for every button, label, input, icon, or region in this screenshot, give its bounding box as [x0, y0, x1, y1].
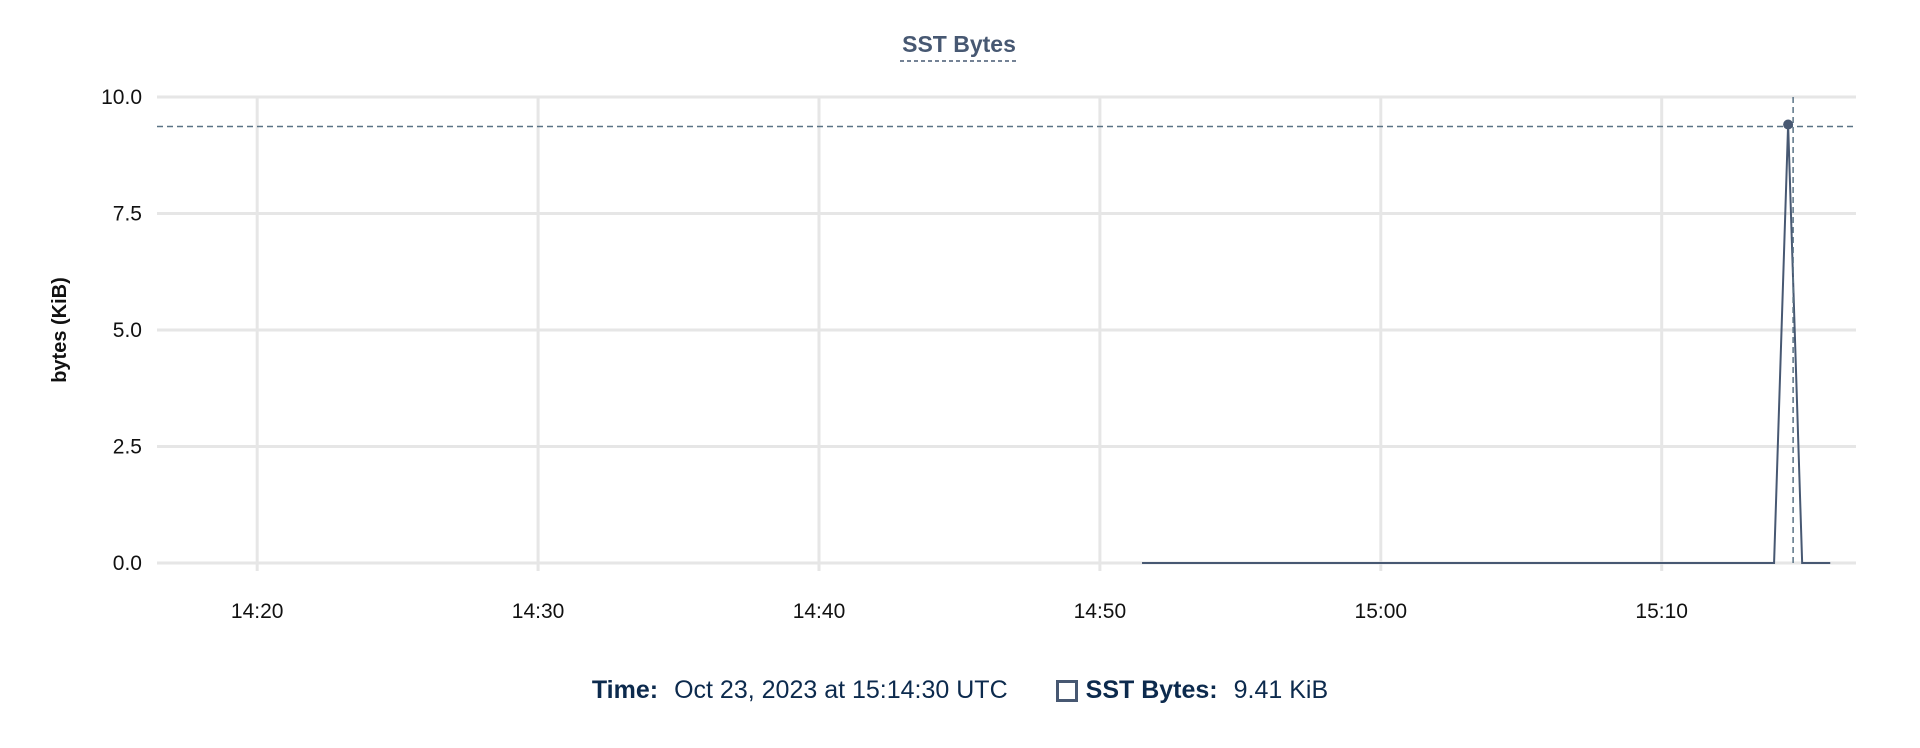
y-tick-label: 10.0 — [101, 86, 142, 109]
series-label: SST Bytes: — [1085, 676, 1218, 704]
time-value: Oct 23, 2023 at 15:14:30 UTC — [674, 676, 1008, 704]
y-tick-label: 5.0 — [113, 319, 142, 342]
series-value: 9.41 KiB — [1233, 676, 1329, 704]
y-axis-label: bytes (KiB) — [49, 277, 71, 383]
series-swatch[interactable] — [1055, 679, 1078, 702]
x-tick-label: 14:20 — [231, 600, 284, 623]
y-tick-label: 7.5 — [113, 203, 142, 226]
chart-title: SST Bytes — [902, 31, 1016, 57]
legend: Time: Oct 23, 2023 at 15:14:30 UTC SST B… — [0, 676, 1920, 705]
x-tick-label: 15:00 — [1355, 600, 1408, 623]
x-tick-label: 15:10 — [1635, 600, 1688, 623]
x-tick-label: 14:50 — [1074, 600, 1127, 623]
time-label: Time: — [591, 676, 659, 704]
x-tick-label: 14:30 — [512, 600, 565, 623]
series-line — [1142, 124, 1831, 564]
hover-point — [1783, 119, 1794, 130]
x-tick-label: 14:40 — [793, 600, 846, 623]
y-tick-label: 2.5 — [113, 436, 142, 459]
y-tick-label: 0.0 — [113, 552, 142, 575]
